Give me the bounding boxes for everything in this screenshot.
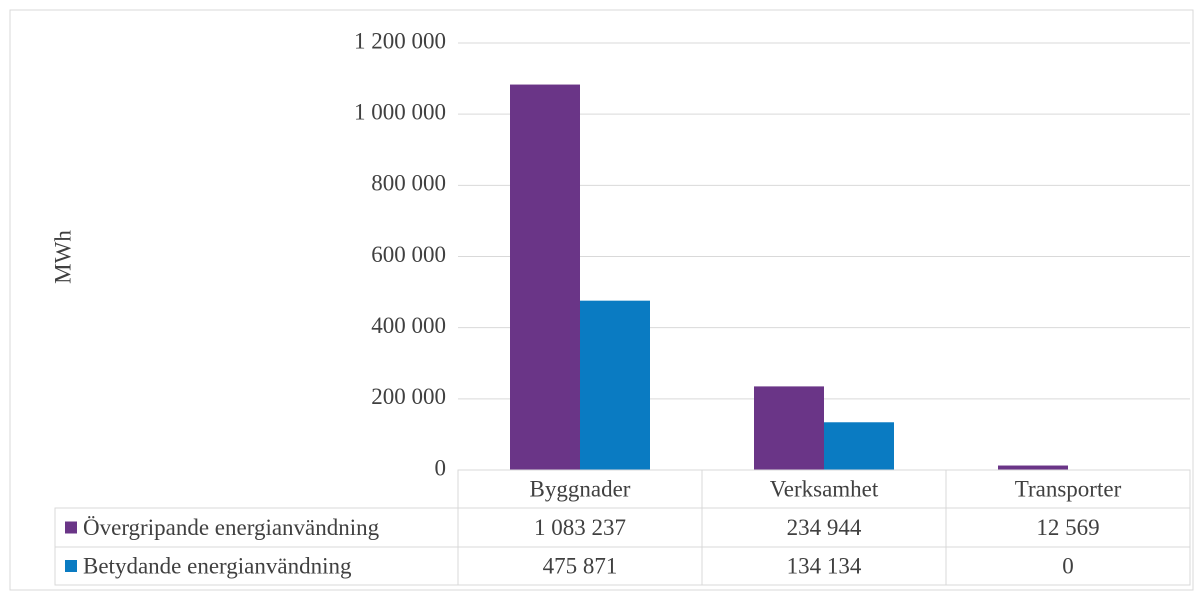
bar — [754, 386, 824, 470]
y-tick-label: 800 000 — [371, 171, 446, 196]
y-axis-label: MWh — [50, 230, 75, 284]
legend-swatch — [65, 560, 77, 572]
y-tick-label: 1 200 000 — [354, 28, 446, 53]
bar — [580, 300, 650, 470]
y-tick-label: 400 000 — [371, 313, 446, 338]
data-label: 134 134 — [787, 553, 862, 578]
legend-label: Övergripande energianvändning — [83, 515, 380, 540]
y-tick-label: 0 — [435, 455, 447, 480]
y-tick-label: 600 000 — [371, 242, 446, 267]
bar — [824, 422, 894, 470]
x-tick-label: Transporter — [1015, 476, 1122, 501]
bar — [510, 84, 580, 471]
y-tick-label: 200 000 — [371, 384, 446, 409]
legend-swatch — [65, 521, 77, 534]
bar — [998, 465, 1068, 470]
data-label: 234 944 — [787, 515, 862, 540]
x-tick-label: Verksamhet — [770, 476, 879, 501]
table-cell — [945, 546, 1191, 586]
data-label: 475 871 — [543, 553, 618, 578]
chart-frame — [9, 9, 1194, 591]
y-tick-label: 1 000 000 — [354, 99, 446, 124]
x-tick-label: Byggnader — [530, 476, 631, 501]
legend-label: Betydande energianvändning — [83, 553, 352, 578]
data-label: 0 — [1062, 553, 1074, 578]
data-label: 12 569 — [1036, 515, 1099, 540]
data-label: 1 083 237 — [534, 515, 626, 540]
